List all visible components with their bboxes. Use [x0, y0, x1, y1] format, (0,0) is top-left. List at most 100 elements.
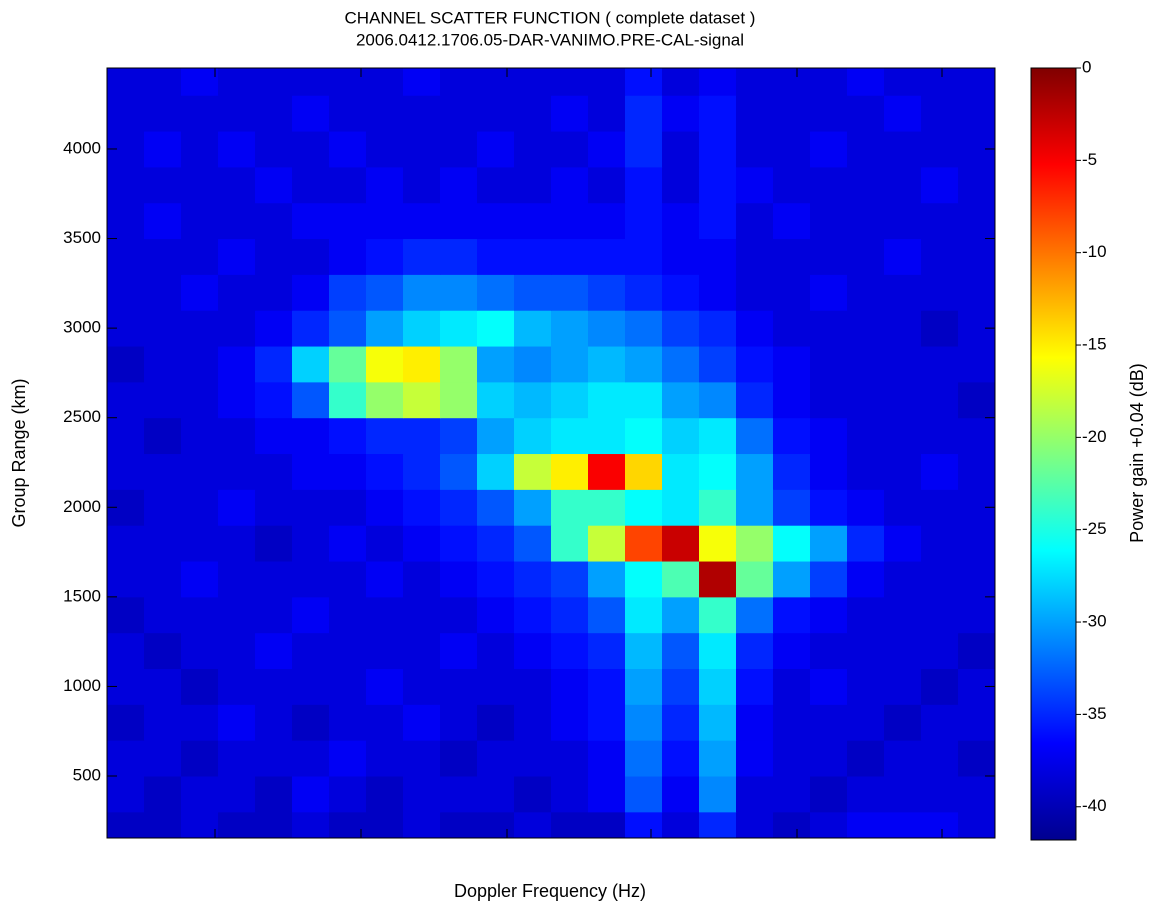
heatmap-cell — [773, 668, 811, 705]
heatmap-cell — [551, 238, 589, 275]
heatmap-cell — [736, 310, 774, 347]
heatmap-cell — [144, 238, 182, 275]
heatmap-cell — [810, 381, 848, 419]
heatmap-cell — [477, 632, 515, 670]
heatmap-cell — [551, 489, 589, 526]
heatmap-cell — [699, 166, 737, 204]
heatmap-cell — [292, 453, 330, 490]
chart-title: CHANNEL SCATTER FUNCTION ( complete data… — [345, 8, 756, 27]
heatmap-cell — [551, 453, 589, 490]
heatmap-cell — [107, 525, 145, 562]
heatmap-cell — [699, 704, 737, 741]
heatmap-cell — [588, 596, 626, 634]
heatmap-cell — [625, 68, 663, 96]
heatmap-cell — [736, 166, 774, 204]
heatmap-cell — [181, 632, 219, 670]
heatmap-cell — [440, 561, 478, 598]
heatmap-cell — [588, 489, 626, 526]
heatmap-cell — [736, 668, 774, 705]
heatmap-cell — [736, 417, 774, 455]
heatmap-cell — [144, 668, 182, 705]
heatmap-cell — [107, 632, 145, 670]
heatmap-cell — [181, 668, 219, 705]
heatmap-cell — [699, 417, 737, 455]
heatmap-cell — [810, 632, 848, 670]
heatmap-cell — [440, 489, 478, 526]
y-tick-label: 1500 — [63, 586, 101, 605]
heatmap-cell — [255, 561, 293, 598]
heatmap-cell — [107, 811, 145, 839]
heatmap-cell — [366, 417, 404, 455]
heatmap-cell — [736, 453, 774, 490]
heatmap-cell — [181, 346, 219, 383]
heatmap-cell — [255, 740, 293, 777]
heatmap-cell — [477, 274, 515, 311]
heatmap-cell — [921, 776, 959, 813]
heatmap-cell — [144, 68, 182, 96]
heatmap-cell — [662, 740, 700, 777]
heatmap-cell — [366, 596, 404, 634]
heatmap-cell — [810, 740, 848, 777]
heatmap-cell — [181, 238, 219, 275]
heatmap-cell — [218, 489, 256, 526]
heatmap-cell — [551, 811, 589, 839]
heatmap-cell — [662, 166, 700, 204]
heatmap-cell — [329, 596, 367, 634]
heatmap-cell — [107, 453, 145, 490]
heatmap-cell — [699, 95, 737, 132]
heatmap-cell — [921, 381, 959, 419]
heatmap-cell — [218, 68, 256, 96]
heatmap-cell — [847, 346, 885, 383]
heatmap-cell — [292, 346, 330, 383]
heatmap-cell — [366, 95, 404, 132]
heatmap-cell — [551, 704, 589, 741]
heatmap-cell — [551, 632, 589, 670]
heatmap-cell — [477, 489, 515, 526]
heatmap-cell — [588, 238, 626, 275]
heatmap-cell — [699, 346, 737, 383]
heatmap-cell — [292, 131, 330, 168]
heatmap-cell — [218, 704, 256, 741]
heatmap-cell — [736, 381, 774, 419]
heatmap-cell — [514, 632, 552, 670]
heatmap-cell — [292, 417, 330, 455]
heatmap-cell — [662, 596, 700, 634]
heatmap-cell — [921, 489, 959, 526]
colorbar — [1030, 67, 1077, 841]
heatmap-cell — [218, 740, 256, 777]
heatmap-cell — [440, 131, 478, 168]
heatmap-cell — [551, 95, 589, 132]
heatmap-cell — [810, 525, 848, 562]
heatmap-cell — [477, 131, 515, 168]
heatmap-cell — [514, 166, 552, 204]
heatmap-cell — [662, 310, 700, 347]
y-tick-label: 500 — [73, 765, 101, 784]
heatmap-cell — [921, 346, 959, 383]
heatmap-cell — [329, 740, 367, 777]
heatmap-cell — [921, 596, 959, 634]
heatmap-cell — [403, 274, 441, 311]
heatmap-cell — [699, 740, 737, 777]
heatmap-cell — [514, 668, 552, 705]
heatmap-cell — [662, 489, 700, 526]
heatmap-cell — [218, 346, 256, 383]
heatmap-cell — [736, 776, 774, 813]
heatmap-cell — [699, 525, 737, 562]
heatmap-cell — [292, 561, 330, 598]
colorbar-tick-label: -15 — [1082, 335, 1107, 354]
heatmap-cell — [366, 704, 404, 741]
heatmap-cell — [736, 346, 774, 383]
heatmap-cell — [403, 95, 441, 132]
heatmap-cell — [884, 166, 922, 204]
heatmap-cell — [588, 525, 626, 562]
heatmap-cell — [366, 238, 404, 275]
heatmap-cell — [107, 596, 145, 634]
heatmap-cell — [736, 68, 774, 96]
heatmap-cell — [107, 381, 145, 419]
heatmap-cell — [551, 310, 589, 347]
heatmap-cell — [847, 811, 885, 839]
heatmap-cell — [366, 489, 404, 526]
heatmap-cell — [662, 776, 700, 813]
heatmap-cell — [662, 381, 700, 419]
heatmap-cell — [218, 811, 256, 839]
